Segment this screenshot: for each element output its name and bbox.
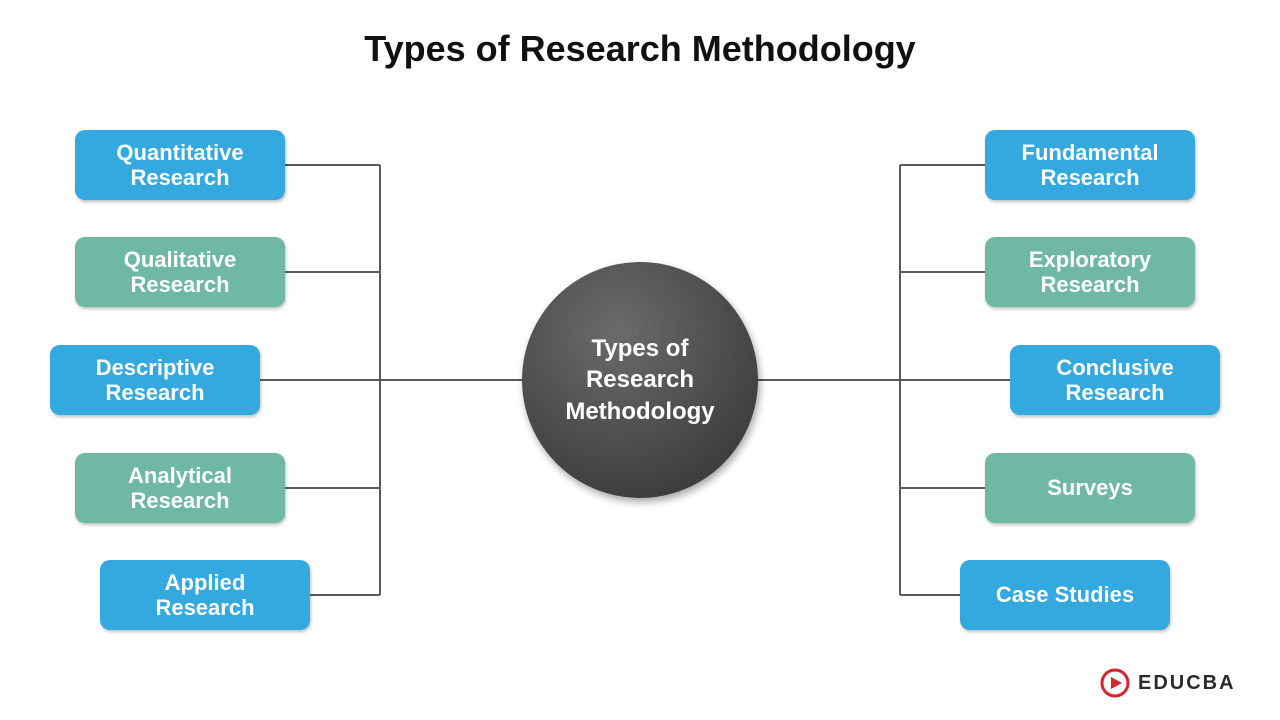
right-node-2: Conclusive Research <box>1010 345 1220 415</box>
diagram-canvas: Types of Research Methodology Types of R… <box>0 0 1280 720</box>
right-node-1: Exploratory Research <box>985 237 1195 307</box>
right-node-3: Surveys <box>985 453 1195 523</box>
right-node-0: Fundamental Research <box>985 130 1195 200</box>
right-node-4: Case Studies <box>960 560 1170 630</box>
left-node-1: Qualitative Research <box>75 237 285 307</box>
page-title: Types of Research Methodology <box>0 28 1280 70</box>
left-node-2: Descriptive Research <box>50 345 260 415</box>
center-node-label: Types of Research Methodology <box>565 333 714 427</box>
brand-logo-text: EDUCBA <box>1138 672 1236 695</box>
center-node: Types of Research Methodology <box>522 262 758 498</box>
left-node-0: Quantitative Research <box>75 130 285 200</box>
left-node-4: Applied Research <box>100 560 310 630</box>
left-node-3: Analytical Research <box>75 453 285 523</box>
brand-logo: EDUCBA <box>1100 668 1236 698</box>
play-icon <box>1100 668 1130 698</box>
